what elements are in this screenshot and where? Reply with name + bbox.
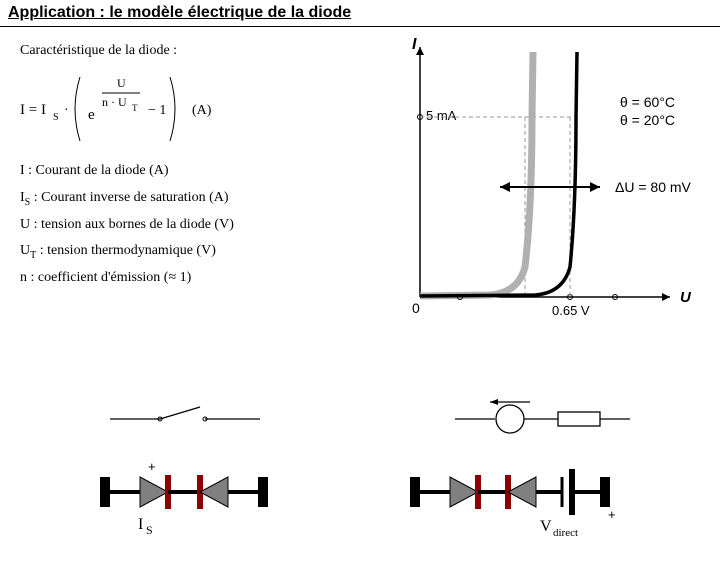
left-column: Caractéristique de la diode : I = I S · … [20, 43, 360, 293]
def-Is: IS : Courant inverse de saturation (A) [20, 186, 360, 211]
source-resistor-icon [455, 399, 630, 433]
svg-text:S: S [146, 523, 153, 537]
y-marker-5ma: 5 mA [426, 108, 457, 123]
diode-vdirect-model: + V direct [410, 469, 616, 539]
svg-text:I: I [138, 516, 143, 533]
svg-text:S: S [53, 112, 59, 123]
y-axis-label: I [412, 37, 417, 53]
origin-label: 0 [412, 300, 420, 316]
svg-text:·: · [64, 103, 69, 118]
iv-curve-chart: I U 0 0.65 V 5 mA θ = 60°C θ = 20°C ΔU [380, 37, 700, 327]
switch-open-icon [110, 407, 260, 421]
svg-text:direct: direct [553, 527, 578, 539]
subtitle: Caractéristique de la diode : [20, 43, 360, 59]
x-axis-label: U [680, 289, 692, 306]
svg-text:(A): (A) [192, 103, 212, 118]
svg-text:+: + [608, 507, 616, 522]
x-tick-065: 0.65 V [552, 303, 590, 318]
delta-u: ΔU = 80 mV [615, 179, 692, 195]
def-I: I : Courant de la diode (A) [20, 159, 360, 184]
def-UT: UT : tension thermodynamique (V) [20, 239, 360, 264]
svg-text:n · U: n · U [102, 95, 127, 109]
svg-text:I = I: I = I [20, 102, 46, 118]
page-title: Application : le modèle électrique de la… [0, 0, 720, 27]
svg-text:T: T [132, 103, 138, 113]
curve-60c [420, 52, 533, 296]
definitions: I : Courant de la diode (A) IS : Courant… [20, 159, 360, 291]
def-U: U : tension aux bornes de la diode (V) [20, 213, 360, 238]
def-n: n : coefficient d'émission (≈ 1) [20, 266, 360, 291]
svg-text:e: e [88, 107, 95, 123]
svg-text:U: U [117, 76, 126, 90]
temp-20: θ = 20°C [620, 112, 675, 128]
temp-60: θ = 60°C [620, 94, 675, 110]
diode-is-model: + I S [100, 459, 268, 537]
curve-20c [420, 52, 577, 296]
svg-text:− 1: − 1 [148, 103, 166, 118]
shockley-equation: I = I S · e U n · U T − 1 (A) [20, 69, 360, 149]
svg-text:V: V [540, 518, 552, 535]
svg-text:+: + [148, 459, 156, 474]
circuit-diagrams: + I S [100, 397, 660, 557]
